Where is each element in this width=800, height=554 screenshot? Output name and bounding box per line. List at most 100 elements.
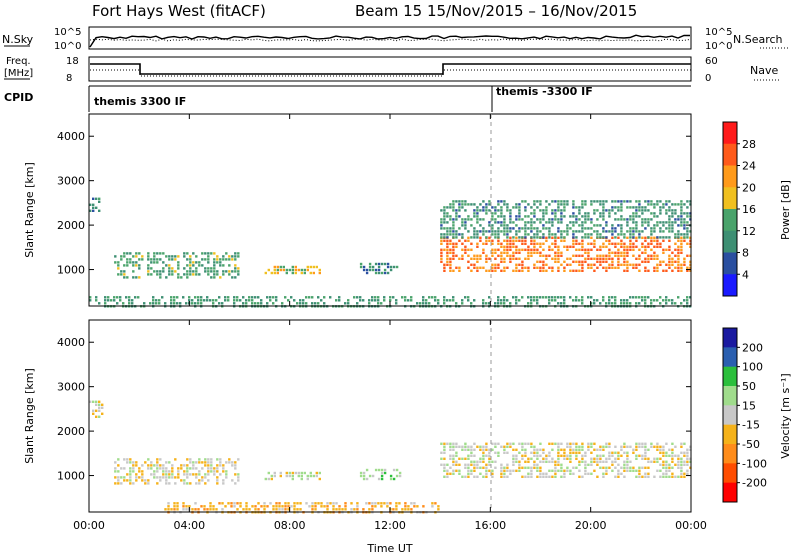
data-cell-region-5: [551, 200, 554, 203]
data-cell-region-4: [632, 242, 635, 245]
nsky-panel: N.Sky 10^5 10^0 N.Search 10^5 10^0: [2, 26, 790, 52]
data-cell-region-4: [689, 236, 692, 239]
data-cell-region-5: [686, 230, 689, 233]
data-cell-region-1: [192, 467, 195, 470]
velocity-data-cells: [89, 400, 692, 514]
data-cell-region-5: [221, 502, 224, 505]
data-cell-region-5: [221, 508, 224, 511]
data-cell-region-6: [299, 302, 302, 305]
data-cell-region-5: [506, 224, 509, 227]
data-cell-region-4: [473, 463, 476, 466]
data-cell-region-5: [689, 200, 692, 203]
data-cell-region-3: [371, 474, 375, 478]
data-cell-region-6: [500, 302, 503, 305]
data-cell-region-6: [125, 296, 128, 299]
data-cell-region-5: [653, 212, 656, 215]
data-cell-region-1: [147, 267, 150, 270]
data-cell-region-5: [554, 209, 557, 212]
data-cell-region-4: [491, 248, 494, 251]
data-cell-region-5: [338, 508, 341, 511]
data-cell-region-4: [533, 451, 536, 454]
data-cell-region-5: [458, 227, 461, 230]
data-cell-region-4: [509, 254, 512, 257]
data-cell-region-1: [186, 458, 189, 461]
data-cell-region-4: [482, 457, 485, 460]
data-cell-region-4: [503, 475, 506, 478]
data-cell-region-4: [473, 442, 476, 445]
data-cell-region-5: [572, 200, 575, 203]
data-cell-region-6: [527, 302, 530, 305]
data-cell-region-4: [554, 254, 557, 257]
data-cell-region-5: [269, 502, 272, 505]
data-cell-region-5: [380, 505, 383, 508]
data-cell-region-4: [590, 460, 593, 463]
data-cell-region-4: [455, 451, 458, 454]
data-cell-region-4: [641, 236, 644, 239]
data-cell-region-5: [665, 212, 668, 215]
data-cell-region-5: [236, 502, 239, 505]
data-cell-region-4: [479, 472, 482, 475]
nave-trace: [90, 69, 691, 77]
data-cell-region-1: [213, 276, 216, 279]
data-cell-region-5: [215, 508, 218, 511]
data-cell-region-6: [563, 299, 566, 302]
data-cell-region-1: [183, 479, 186, 482]
data-cell-region-5: [581, 203, 584, 206]
data-cell-region-3: [374, 268, 378, 272]
data-cell-region-4: [584, 463, 587, 466]
data-cell-region-5: [443, 227, 446, 230]
data-cell-region-4: [656, 442, 659, 445]
data-cell-region-1: [153, 255, 156, 258]
data-cell-region-4: [440, 442, 443, 445]
data-cell-region-5: [533, 209, 536, 212]
data-cell-region-4: [587, 242, 590, 245]
data-cell-region-5: [440, 236, 443, 239]
data-cell-region-6: [272, 302, 275, 305]
data-cell-region-4: [578, 475, 581, 478]
data-cell-region-6: [641, 296, 644, 299]
data-cell-region-1: [183, 267, 186, 270]
data-cell-region-4: [464, 251, 467, 254]
data-cell-region-5: [581, 236, 584, 239]
data-cell-region-5: [512, 221, 515, 224]
data-cell-region-6: [161, 296, 164, 299]
data-cell-region-4: [503, 257, 506, 260]
data-cell-region-4: [608, 239, 611, 242]
data-cell-region-4: [476, 266, 479, 269]
data-cell-region-5: [566, 233, 569, 236]
data-cell-region-4: [638, 257, 641, 260]
data-cell-region-1: [213, 258, 216, 261]
data-cell-region-6: [131, 299, 134, 302]
data-cell-region-4: [587, 263, 590, 266]
data-cell-region-4: [557, 460, 560, 463]
data-cell-region-5: [182, 508, 185, 511]
data-cell-region-6: [254, 302, 257, 305]
data-cell-region-4: [572, 448, 575, 451]
data-cell-region-5: [623, 218, 626, 221]
data-cell-region-4: [683, 239, 686, 242]
data-cell-region-4: [665, 263, 668, 266]
data-cell-region-4: [521, 466, 524, 469]
data-cell-region-4: [620, 242, 623, 245]
data-cell-region-1: [216, 482, 219, 485]
data-cell-region-4: [584, 248, 587, 251]
data-cell-region-4: [509, 260, 512, 263]
data-cell-region-4: [566, 442, 569, 445]
data-cell-region-4: [455, 454, 458, 457]
data-cell-region-1: [195, 267, 198, 270]
data-cell-region-1: [207, 458, 210, 461]
data-cell-region-5: [443, 236, 446, 239]
data-cell-region-4: [527, 457, 530, 460]
data-cell-region-4: [515, 457, 518, 460]
data-cell-region-4: [503, 448, 506, 451]
data-cell-region-4: [587, 266, 590, 269]
data-cell-region-6: [518, 299, 521, 302]
data-cell-region-5: [482, 206, 485, 209]
data-cell-region-4: [470, 257, 473, 260]
data-cell-region-5: [191, 508, 194, 511]
data-cell-region-4: [473, 254, 476, 257]
data-cell-region-4: [491, 254, 494, 257]
data-cell-region-4: [512, 469, 515, 472]
data-cell-region-5: [536, 206, 539, 209]
data-cell-region-2: [285, 471, 288, 475]
